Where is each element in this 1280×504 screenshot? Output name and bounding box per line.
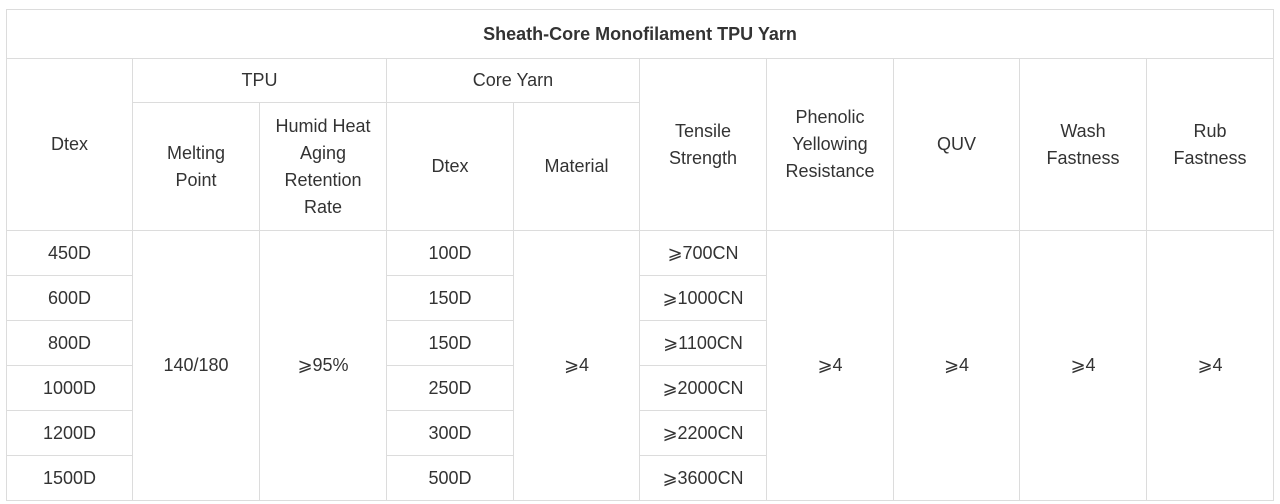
cell-core-dtex: 150D — [386, 320, 514, 366]
table-row: 1500D 500D ⩾3600CN — [6, 455, 1274, 501]
spec-table: Sheath-Core Monofilament TPU Yarn Dtex T… — [6, 9, 1274, 501]
header-core-yarn-group: Core Yarn — [386, 58, 640, 103]
cell-dtex: 800D — [6, 320, 133, 366]
table-row: 600D 150D ⩾1000CN — [6, 275, 1274, 321]
header-row-2: Melting Point Humid Heat Aging Retention… — [7, 102, 1274, 231]
cell-rub-fastness: ⩾4 — [1146, 230, 1274, 501]
cell-wash-fastness: ⩾4 — [1019, 230, 1147, 501]
header-wash-fastness: Wash Fastness — [1019, 58, 1147, 231]
title-row: Sheath-Core Monofilament TPU Yarn — [6, 9, 1274, 59]
header-quv: QUV — [893, 58, 1020, 231]
cell-dtex: 1500D — [6, 455, 133, 501]
header-melting-point: Melting Point — [132, 102, 260, 231]
header-rub-fastness: Rub Fastness — [1146, 58, 1274, 231]
header-core-dtex: Dtex — [386, 102, 514, 231]
cell-tensile-strength: ⩾700CN — [639, 230, 767, 276]
cell-tensile-strength: ⩾1100CN — [639, 320, 767, 366]
header-humid-heat-aging: Humid Heat Aging Retention Rate — [259, 102, 387, 231]
cell-material: ⩾4 — [513, 230, 640, 501]
header-tpu-group: TPU — [132, 58, 387, 103]
cell-phenolic-yellowing: ⩾4 — [766, 230, 894, 501]
cell-tensile-strength: ⩾2200CN — [639, 410, 767, 456]
cell-core-dtex: 150D — [386, 275, 514, 321]
cell-core-dtex: 300D — [386, 410, 514, 456]
cell-core-dtex: 500D — [386, 455, 514, 501]
cell-core-dtex: 250D — [386, 365, 514, 411]
table-row: 450D 140/180 ⩾95% 100D ⩾4 ⩾700CN ⩾4 ⩾4 ⩾… — [6, 230, 1274, 501]
table-row: 800D 150D ⩾1100CN — [6, 320, 1274, 366]
cell-melting-point: 140/180 — [132, 230, 260, 501]
cell-dtex: 1200D — [6, 410, 133, 456]
header-phenolic-yellowing: Phenolic Yellowing Resistance — [766, 58, 894, 231]
cell-tensile-strength: ⩾3600CN — [639, 455, 767, 501]
cell-dtex: 600D — [6, 275, 133, 321]
table-row: 1000D 250D ⩾2000CN — [6, 365, 1274, 411]
cell-humid-heat-aging: ⩾95% — [259, 230, 387, 501]
cell-quv: ⩾4 — [893, 230, 1020, 501]
table-title: Sheath-Core Monofilament TPU Yarn — [6, 9, 1274, 59]
header-material: Material — [513, 102, 640, 231]
spec-table-wrapper: Sheath-Core Monofilament TPU Yarn Dtex T… — [6, 9, 1274, 501]
cell-dtex: 450D — [6, 230, 133, 276]
cell-dtex: 1000D — [6, 365, 133, 411]
table-row: 1200D 300D ⩾2200CN — [6, 410, 1274, 456]
header-row-1: Dtex TPU Core Yarn Tensile Strength Phen… — [6, 58, 1274, 231]
cell-core-dtex: 100D — [386, 230, 514, 276]
cell-tensile-strength: ⩾1000CN — [639, 275, 767, 321]
header-dtex: Dtex — [6, 58, 133, 231]
cell-tensile-strength: ⩾2000CN — [639, 365, 767, 411]
header-tensile-strength: Tensile Strength — [639, 58, 767, 231]
